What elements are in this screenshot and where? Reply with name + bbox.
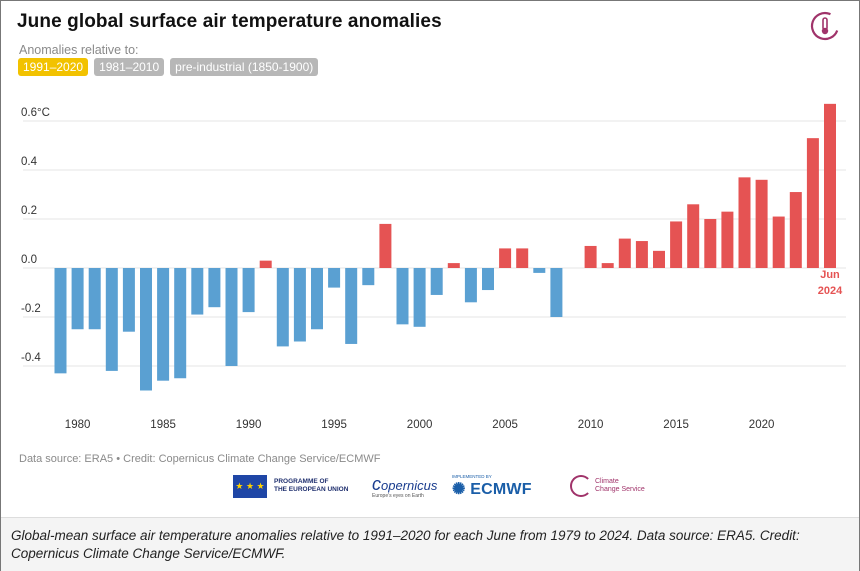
figure-caption: Global-mean surface air temperature anom… xyxy=(1,517,859,571)
data-source-text: Data source: ERA5 • Credit: Copernicus C… xyxy=(19,453,381,465)
ecmwf-logo-text: ECMWF xyxy=(470,480,532,498)
c3s-logo-text-1: Climate xyxy=(595,478,619,485)
bar-1987[interactable] xyxy=(191,268,204,315)
bar-2022[interactable] xyxy=(789,192,802,268)
bar-2008[interactable] xyxy=(550,268,563,317)
bar-2004[interactable] xyxy=(482,268,494,291)
bar-2012[interactable] xyxy=(618,238,631,268)
eu-logo-text-2: THE EUROPEAN UNION xyxy=(274,486,349,493)
baseline-1991-2020-button[interactable]: 1991–2020 xyxy=(18,58,89,76)
y-tick-label: 0.4 xyxy=(21,156,38,168)
caption-text: Global-mean surface air temperature anom… xyxy=(11,528,800,561)
y-tick-label: -0.2 xyxy=(21,303,41,315)
bar-2016[interactable] xyxy=(687,204,700,268)
y-tick-label: -0.4 xyxy=(21,352,41,364)
y-tick-label: 0.2 xyxy=(21,205,37,217)
chart-title: June global surface air temperature anom… xyxy=(17,11,442,32)
bar-1986[interactable] xyxy=(174,268,187,379)
bar-1997[interactable] xyxy=(362,268,375,286)
bar-2014[interactable] xyxy=(653,250,665,268)
bar-1998[interactable] xyxy=(379,223,392,268)
bar-2019[interactable] xyxy=(738,177,751,268)
bar-2000[interactable] xyxy=(413,268,426,327)
bar-1991[interactable] xyxy=(259,260,272,268)
bar-1985[interactable] xyxy=(157,268,170,381)
eu-programme-logo: ★ ★ ★ PROGRAMME OF THE EUROPEAN UNION xyxy=(233,474,358,498)
bar-2020[interactable] xyxy=(755,179,768,268)
bar-chart: 0.6°C 0.4 0.2 0.0 -0.2 -0.4 1980 1985 1990 1995 20… xyxy=(21,103,846,431)
x-tick-label: 2000 xyxy=(407,419,433,431)
bar-2007[interactable] xyxy=(533,268,546,273)
baseline-preindustrial-button[interactable]: pre-industrial (1850-1900) xyxy=(170,58,319,76)
bar-1996[interactable] xyxy=(345,268,358,344)
bar-1994[interactable] xyxy=(311,268,323,330)
eu-logo-text-1: PROGRAMME OF xyxy=(274,478,329,485)
bar-1984[interactable] xyxy=(140,268,152,391)
bar-1990[interactable] xyxy=(242,268,255,313)
annotation-year: 2024 xyxy=(818,285,843,297)
bar-2010[interactable] xyxy=(584,245,597,268)
bar-1989[interactable] xyxy=(225,268,238,366)
x-tick-label: 2010 xyxy=(578,419,604,431)
x-tick-label: 2020 xyxy=(749,419,775,431)
c3s-logo: Climate Change Service xyxy=(570,475,645,497)
c3s-logo-text-2: Change Service xyxy=(595,486,645,493)
bar-1983[interactable] xyxy=(122,268,135,332)
bar-2011[interactable] xyxy=(601,263,614,268)
x-tick-label: 1990 xyxy=(236,419,262,431)
bar-1981[interactable] xyxy=(88,268,101,330)
baseline-1981-2010-button[interactable]: 1981–2010 xyxy=(94,58,165,76)
x-tick-label: 1980 xyxy=(65,419,91,431)
bar-1992[interactable] xyxy=(276,268,289,347)
y-tick-label: 0.6°C xyxy=(21,107,50,119)
copernicus-logo-subtext: Europe's eyes on Earth xyxy=(372,492,424,499)
bar-2017[interactable] xyxy=(704,219,717,268)
baseline-button-group: 1991–2020 1981–2010 pre-industrial (1850… xyxy=(18,58,319,76)
bar-1982[interactable] xyxy=(105,268,118,371)
copernicus-logo-text: opernicus xyxy=(381,477,438,493)
partner-logos: ★ ★ ★ PROGRAMME OF THE EUROPEAN UNION co… xyxy=(233,473,645,499)
bar-2015[interactable] xyxy=(670,221,683,268)
bar-2018[interactable] xyxy=(721,211,734,268)
bar-2003[interactable] xyxy=(464,268,477,303)
bar-1979[interactable] xyxy=(54,268,67,374)
ecmwf-logo: IMPLEMENTED BY ✺ ECMWF xyxy=(452,474,554,499)
x-tick-label: 2005 xyxy=(492,419,518,431)
bar-2021[interactable] xyxy=(772,216,785,268)
bar-1995[interactable] xyxy=(328,268,341,288)
bar-1999[interactable] xyxy=(396,268,409,325)
annotation-month: Jun xyxy=(820,269,840,281)
eu-flag-icon: ★ ★ ★ xyxy=(233,474,267,498)
bar-2005[interactable] xyxy=(499,248,512,268)
x-tick-label: 1995 xyxy=(321,419,347,431)
c3s-logo-icon xyxy=(570,475,592,497)
bar-2002[interactable] xyxy=(447,263,460,268)
bar-2001[interactable] xyxy=(430,268,443,295)
c3s-thermometer-icon xyxy=(810,11,840,41)
bar-1988[interactable] xyxy=(208,268,221,308)
bar-2024[interactable] xyxy=(824,103,836,268)
bar-2023[interactable] xyxy=(806,138,819,268)
ecmwf-logo-subtext: IMPLEMENTED BY xyxy=(452,473,492,479)
baseline-label: Anomalies relative to: xyxy=(19,43,139,57)
bar-2006[interactable] xyxy=(516,248,529,268)
bar-1993[interactable] xyxy=(293,268,306,342)
copernicus-logo: copernicus Europe's eyes on Earth xyxy=(372,473,438,499)
bar-2013[interactable] xyxy=(635,241,648,268)
bar-1980[interactable] xyxy=(71,268,84,330)
x-tick-label: 1985 xyxy=(150,419,176,431)
y-tick-label: 0.0 xyxy=(21,254,37,266)
x-tick-label: 2015 xyxy=(663,419,689,431)
